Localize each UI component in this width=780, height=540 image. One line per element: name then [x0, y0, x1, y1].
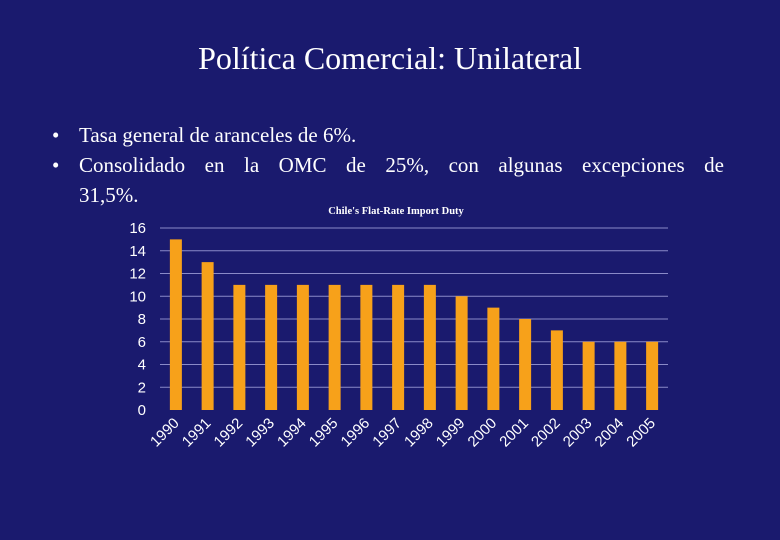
- bar-2005: [646, 341, 659, 410]
- y-tick-label: 2: [138, 379, 146, 396]
- bullet-marker: •: [52, 123, 60, 147]
- bullet-list: • Tasa general de aranceles de 6%. • Con…: [52, 120, 724, 210]
- bar-2003: [582, 341, 595, 410]
- x-tick-label: 2004: [592, 415, 628, 451]
- y-tick-label: 14: [129, 243, 146, 260]
- x-tick-label: 2000: [465, 415, 501, 451]
- bullet-text: Consolidado en la OMC de 25%, con alguna…: [79, 153, 724, 177]
- x-tick-label: 1993: [242, 415, 278, 451]
- bullet-text: Tasa general de aranceles de 6%.: [79, 123, 357, 147]
- chart-bars: [169, 239, 659, 410]
- y-tick-label: 16: [129, 220, 146, 237]
- bar-1995: [328, 284, 341, 410]
- y-tick-label: 4: [138, 357, 146, 374]
- y-tick-label: 8: [138, 311, 146, 328]
- bar-1998: [423, 284, 436, 410]
- bar-2002: [550, 330, 563, 410]
- x-tick-label: 2003: [560, 415, 596, 451]
- y-tick-label: 10: [129, 288, 146, 305]
- x-axis: 1990199119921993199419951996199719981999…: [147, 415, 659, 451]
- x-tick-label: 1991: [179, 415, 215, 451]
- bullet-item: • Consolidado en la OMC de 25%, con algu…: [52, 150, 724, 210]
- bar-2004: [614, 341, 627, 410]
- bullet-text-continued: 31,5%.: [79, 183, 139, 207]
- x-tick-label: 1990: [147, 415, 183, 451]
- x-tick-label: 1997: [369, 415, 405, 451]
- bar-1992: [233, 284, 246, 410]
- x-tick-label: 1999: [433, 415, 469, 451]
- x-tick-label: 1996: [338, 415, 374, 451]
- x-tick-label: 2002: [528, 415, 564, 451]
- y-tick-label: 12: [129, 266, 146, 283]
- x-tick-label: 1992: [211, 415, 247, 451]
- bar-2000: [487, 307, 500, 410]
- bar-1996: [360, 284, 373, 410]
- y-tick-label: 6: [138, 334, 146, 351]
- x-tick-label: 2005: [623, 415, 659, 451]
- bar-2001: [519, 319, 532, 410]
- bullet-marker: •: [52, 153, 60, 177]
- bar-1994: [296, 284, 309, 410]
- chart-title: Chile's Flat-Rate Import Duty: [328, 206, 464, 217]
- x-tick-label: 1994: [274, 415, 310, 451]
- y-axis: 0 2 4 6 8 10 12 14 16: [129, 220, 146, 419]
- x-tick-label: 1998: [401, 415, 437, 451]
- x-tick-label: 1995: [306, 415, 342, 451]
- slide-title: Política Comercial: Unilateral: [198, 40, 582, 76]
- bar-1990: [169, 239, 182, 410]
- y-tick-label: 0: [138, 402, 146, 419]
- bar-1993: [265, 284, 278, 410]
- bar-1999: [455, 296, 468, 410]
- x-tick-label: 2001: [496, 415, 532, 451]
- bar-1997: [392, 284, 405, 410]
- bar-1991: [201, 262, 214, 410]
- bullet-item: • Tasa general de aranceles de 6%.: [52, 120, 724, 150]
